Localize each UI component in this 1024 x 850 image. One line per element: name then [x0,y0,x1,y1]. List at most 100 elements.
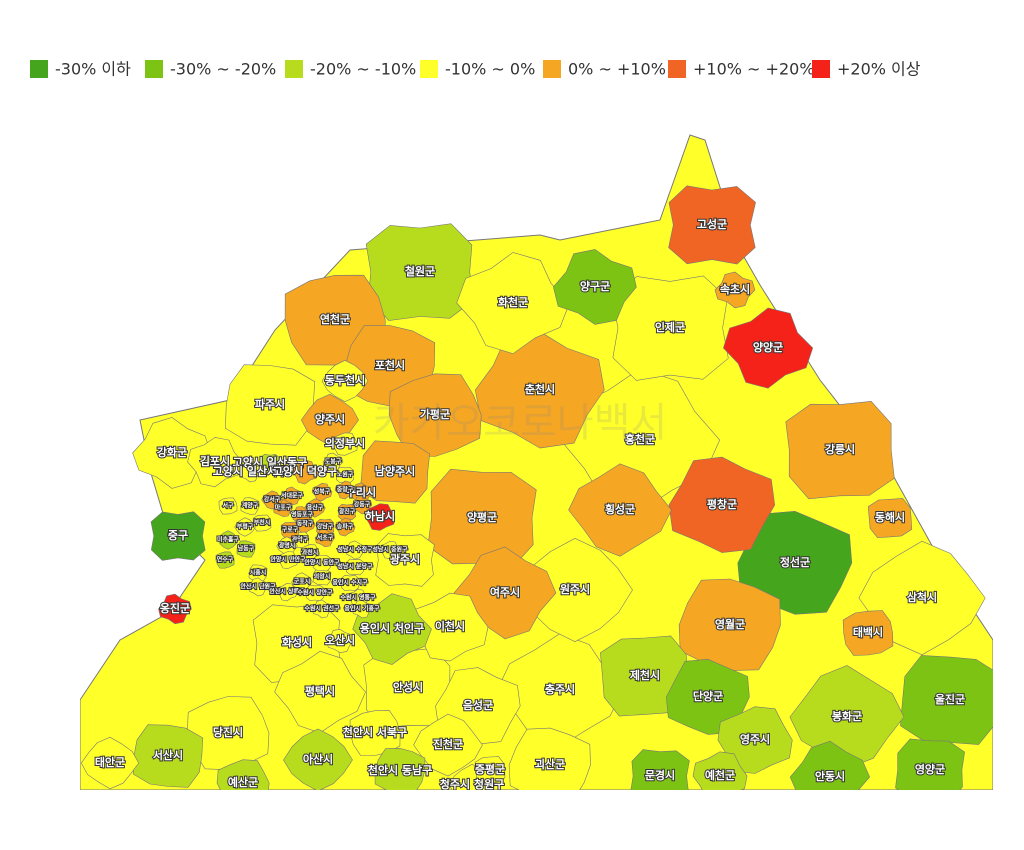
region-label: 가평군 [420,407,450,421]
region-label: 동두천시 [325,373,365,387]
region-label: 부천시 [254,519,271,527]
region [304,498,326,518]
region-label: 괴산군 [535,757,565,771]
region-label: 속초시 [720,283,750,296]
region-label: 안양시 만안구 [270,556,306,564]
region [345,558,365,576]
region-label: 남동구 [238,545,255,553]
region [247,577,269,597]
region [224,364,316,446]
region [278,551,298,569]
legend-swatch [668,60,686,78]
region-label: 예산군 [228,775,258,789]
region [737,510,853,615]
legend-label: -10% ~ 0% [445,60,535,79]
region-label: 성남시 수정구 [337,546,373,554]
region-label: 천안시 서북구 [343,725,408,739]
region-label: 울진군 [935,692,965,706]
region [334,517,356,537]
region [332,432,358,456]
region-label: 영등포구 [291,511,314,519]
region-label: 서초구 [317,534,334,542]
region-label: 양평군 [467,510,497,524]
region-label: 강릉시 [825,442,855,456]
region-label: 양주시 [315,412,345,426]
region-label: 제천시 [630,668,660,682]
region-label: 파주시 [255,397,285,411]
region-label: 고성군 [697,217,727,231]
region-label: 구로구 [282,527,299,534]
legend-label: +20% 이상 [837,60,921,79]
legend-label: -30% ~ -20% [170,60,276,79]
region-label: 연수구 [217,556,234,564]
region-label: 고양시 일산서구 [213,464,288,478]
region-label: 영월군 [715,617,745,631]
legend-swatch [812,60,830,78]
region [276,582,298,602]
region-label: 강화군 [157,445,187,459]
legend-swatch [30,60,48,78]
region-label: 동해시 [875,510,905,524]
region [261,490,283,510]
legend: -30% 이하 -30% ~ -20% -20% ~ -10% -10% ~ 0% 0%… [30,60,921,79]
region-label: 수원시 영통구 [340,594,376,602]
region-label: 아산시 [303,752,333,766]
region [374,748,426,790]
region [311,482,333,502]
watermark: 카카오코로나백서 [373,400,667,446]
region-label: 미추홀구 [217,536,240,544]
region [388,373,482,457]
region-label: 강서구 [264,496,281,504]
region-label: 고양시 덕양구 [273,464,338,478]
region [321,359,369,403]
region [352,593,432,665]
region-label: 홍천군 [625,432,655,446]
region [311,599,333,619]
region [365,223,475,321]
region-label: 남양주시 [375,464,415,478]
region [340,574,360,592]
region [789,740,870,790]
region [413,713,483,777]
region [158,593,192,625]
region-label: 문경시 [645,768,675,782]
region-label: 당진시 [213,725,243,739]
region-label: 태안군 [95,755,125,769]
region-label: 용인시 처인구 [360,621,425,635]
region [364,503,396,531]
region [723,307,814,389]
region-label: 평택시 [305,684,335,698]
region-label: 용인시 수지구 [332,579,368,587]
region-label: 영양군 [915,762,945,776]
region-label: 김포시 [200,455,230,468]
region-label: 강남구 [317,523,334,531]
region [717,706,793,774]
legend-label: -20% ~ -10% [310,60,416,79]
region [842,610,894,656]
region-label: 양구군 [580,279,610,293]
region-label: 과천시 [302,549,319,557]
region-label: 인제군 [655,320,685,334]
region [508,727,591,790]
region-label: 서구 [222,502,234,510]
region-label: 부평구 [237,523,254,531]
region-label: 영주시 [740,733,770,746]
region-label: 평창군 [707,497,737,511]
region-label: 용산구 [307,504,324,512]
region [568,463,672,557]
region [334,480,356,500]
legend-swatch [420,60,438,78]
region-label: 서산시 [153,748,183,762]
region [692,751,748,790]
region-label: 충주시 [545,682,575,696]
region-label: 성북구 [314,488,331,496]
region-label: 시흥시 [250,569,267,577]
region [259,453,281,473]
region-label: 구리시 [346,485,376,499]
region-label: 안동시 [815,769,845,783]
region [630,749,690,790]
